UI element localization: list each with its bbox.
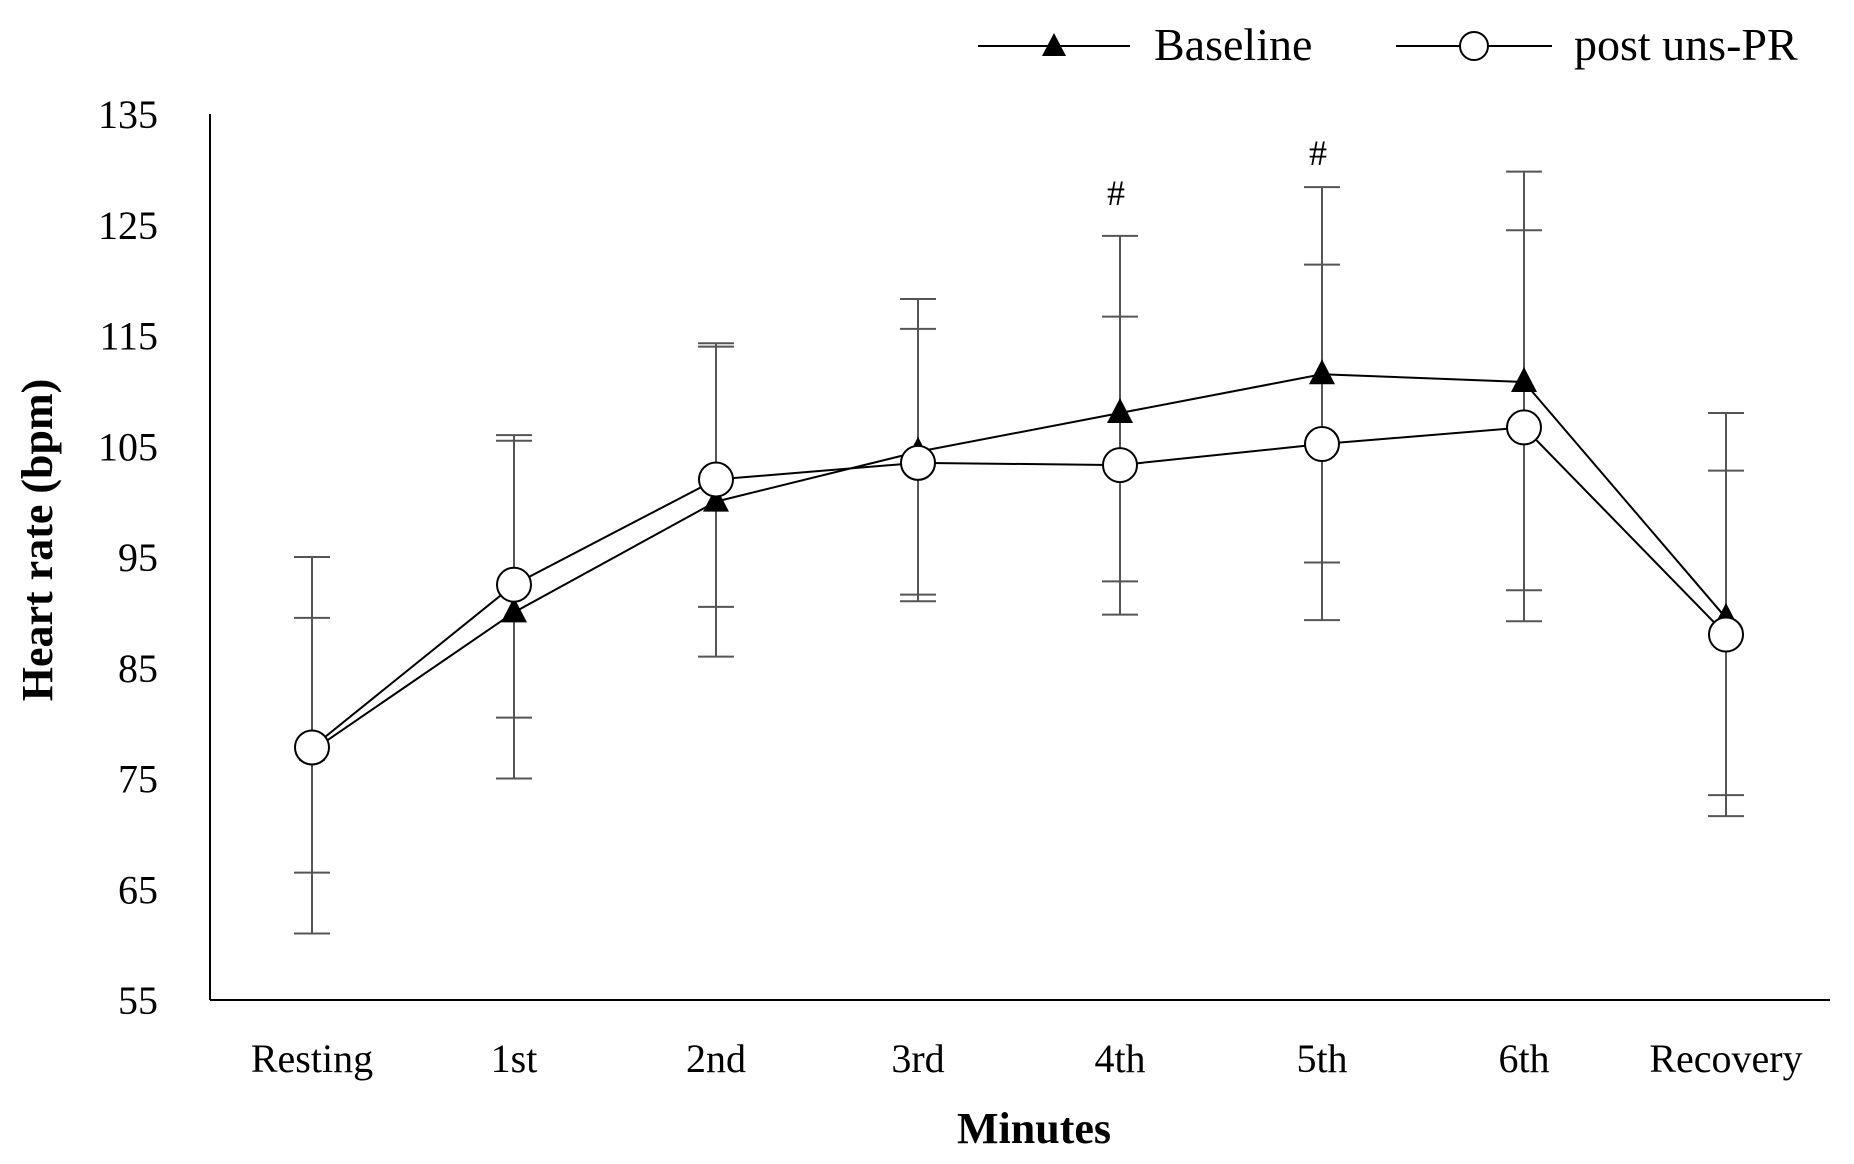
- legend: Baseline post uns-PR: [978, 19, 1798, 70]
- y-tick-label: 115: [99, 314, 158, 359]
- baseline-point: [501, 597, 527, 623]
- y-tick-label: 125: [98, 203, 158, 248]
- post-uns-pr-point: [1102, 447, 1138, 484]
- x-tick-label: Recovery: [1649, 1036, 1802, 1081]
- y-axis-title: Heart rate (bpm): [13, 379, 62, 702]
- x-tick-label: 4th: [1094, 1036, 1145, 1081]
- x-tick-label: 6th: [1498, 1036, 1549, 1081]
- y-tick-label: 135: [98, 92, 158, 137]
- x-tick-label: 5th: [1296, 1036, 1347, 1081]
- post-uns-pr-point: [698, 461, 734, 498]
- significance-marker: #: [1107, 173, 1125, 213]
- y-tick-label: 95: [118, 535, 158, 580]
- axes: [209, 114, 1830, 1001]
- baseline-point: [703, 486, 729, 512]
- x-tick-label: Resting: [251, 1036, 373, 1081]
- post-uns-pr-point: [1304, 426, 1340, 463]
- y-tick-label: 75: [118, 757, 158, 802]
- x-tick-label: 3rd: [891, 1036, 944, 1081]
- y-tick-label: 65: [118, 867, 158, 912]
- post-uns-pr-point: [496, 566, 532, 603]
- baseline-point: [1511, 367, 1537, 393]
- x-axis-title: Minutes: [957, 1104, 1111, 1153]
- y-tick-label: 55: [118, 978, 158, 1023]
- series-line-baseline: [311, 373, 1727, 752]
- series-line-post: [311, 426, 1727, 749]
- x-tick-label: 1st: [491, 1036, 538, 1081]
- x-tick-label: 2nd: [686, 1036, 746, 1081]
- post-uns-pr-point: [900, 444, 936, 481]
- error-bars: [294, 170, 1744, 935]
- annotations: ##: [1107, 133, 1327, 213]
- post-uns-pr-point: [294, 729, 330, 766]
- legend-post-circle-icon: [1459, 31, 1489, 61]
- post-uns-pr-point: [1708, 616, 1744, 653]
- baseline-point: [1107, 398, 1133, 424]
- y-tick-label: 105: [98, 424, 158, 469]
- legend-baseline-label: Baseline: [1154, 19, 1312, 70]
- y-tick-labels: 55 65 75 85 95 105 115 125 135: [98, 92, 158, 1023]
- legend-post-label: post uns-PR: [1574, 19, 1798, 70]
- post-uns-pr-point: [1506, 409, 1542, 446]
- y-tick-label: 85: [118, 646, 158, 691]
- significance-marker: #: [1309, 133, 1327, 173]
- series-markers: [294, 359, 1744, 766]
- baseline-point: [1309, 359, 1335, 385]
- series-lines: [311, 373, 1727, 752]
- legend-baseline-triangle-icon: [1042, 33, 1066, 56]
- x-tick-labels: Resting 1st 2nd 3rd 4th 5th 6th Recovery: [251, 1036, 1803, 1081]
